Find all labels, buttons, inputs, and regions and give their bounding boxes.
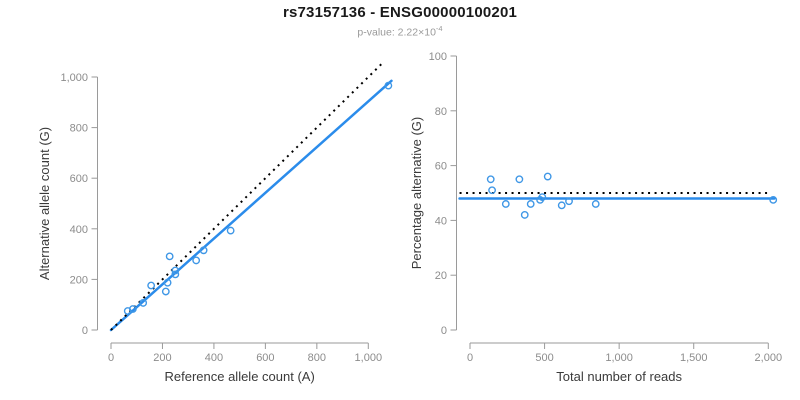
panel2-x-tick-label: 0: [467, 352, 473, 364]
panel1-y-tick-label: 800: [70, 123, 88, 135]
panel1-data-point: [171, 270, 180, 279]
panel1-identity-line: [110, 60, 385, 331]
panel1-data-point: [161, 287, 170, 296]
panel2-data-point: [486, 175, 495, 184]
panel1-x-tick-label: 400: [205, 352, 223, 364]
panel2-data-point: [526, 200, 535, 208]
panel2-data-point: [591, 200, 600, 208]
panel1-x-axis-title: Reference allele count (A): [164, 369, 314, 384]
figure-title: rs73157136 - ENSG00000100201: [282, 4, 518, 21]
panel2-x-tick-label: 500: [535, 352, 553, 364]
panel1-x-tick-label: 1,000: [355, 352, 383, 364]
panel1-y-tick-label: 1,000: [60, 72, 88, 84]
panel2-data-point: [538, 193, 547, 202]
panel1-y-tick-label: 400: [70, 224, 88, 236]
pvalue-text: p-value: 2.22×10: [357, 26, 436, 39]
panel1-y-axis-title: Alternative allele count (G): [37, 127, 52, 280]
panel2-data-point: [520, 211, 529, 219]
panel2-x-tick-label: 2,000: [755, 352, 783, 364]
panel1-data-point: [128, 305, 137, 313]
panel1-data-point: [384, 81, 393, 90]
panel2-data-point: [557, 201, 566, 210]
panel2-data-point: [543, 172, 552, 181]
panel1-x-tick-label: 0: [108, 352, 114, 364]
panel1-data-point: [171, 266, 180, 275]
panel1-data-point: [226, 226, 235, 235]
panel1-x-tick-label: 200: [153, 352, 171, 364]
panel1-data-point: [139, 299, 148, 307]
panel2-x-tick-label: 1,500: [680, 352, 708, 364]
figure-subtitle: p-value: 2.22×10-4: [0, 24, 800, 39]
panel2-y-tick-label: 60: [435, 161, 447, 173]
panel2-y-tick-label: 40: [435, 215, 447, 227]
panel2-x-tick-label: 1,000: [605, 352, 633, 364]
panel1-x-tick-label: 800: [308, 352, 326, 364]
panel2-data-point: [501, 200, 510, 208]
panel2-data-point: [565, 197, 573, 206]
panel2-data-point: [488, 186, 496, 195]
panel1-data-point: [165, 252, 174, 261]
panel1-regression-line: [109, 79, 393, 332]
panel1-y-tick-label: 0: [82, 325, 88, 337]
panel1-y-tick-label: 600: [70, 173, 88, 185]
panel2-y-axis-title: Percentage alternative (G): [409, 117, 424, 269]
panel1-y-tick-label: 200: [70, 274, 88, 286]
panel2-y-tick-label: 0: [441, 325, 447, 337]
panel2-data-point: [515, 175, 524, 184]
panel1-x-tick-label: 600: [256, 352, 274, 364]
panel2-y-tick-label: 80: [435, 106, 447, 118]
panel1-data-point: [163, 278, 172, 287]
panel2-data-point: [769, 195, 778, 204]
panel2-y-tick-label: 100: [429, 51, 447, 63]
pvalue-exponent: -4: [435, 24, 443, 33]
panel2-x-axis-title: Total number of reads: [556, 369, 682, 384]
panel1-data-point: [199, 246, 208, 255]
panel2-y-tick-label: 20: [435, 270, 447, 282]
panel1-data-point: [147, 281, 156, 290]
panel1-data-point: [192, 256, 201, 265]
